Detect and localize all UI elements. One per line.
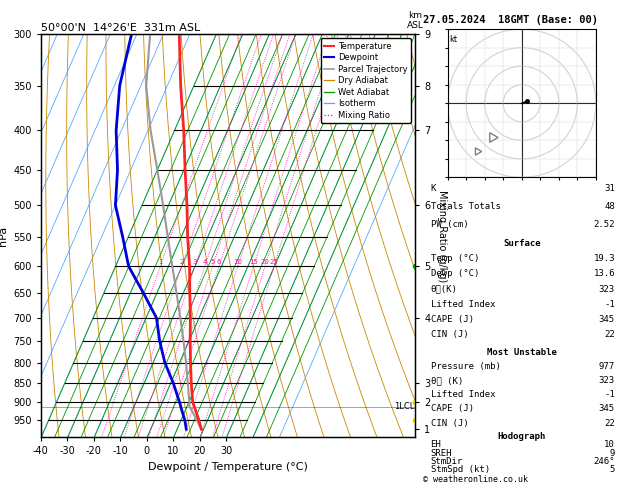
Text: CIN (J): CIN (J) [431,330,468,340]
Text: 27.05.2024  18GMT (Base: 00): 27.05.2024 18GMT (Base: 00) [423,15,598,25]
Text: km
ASL: km ASL [407,11,423,30]
Text: 246°: 246° [593,457,615,466]
Text: Dewp (°C): Dewp (°C) [431,269,479,278]
Text: θᴄ(K): θᴄ(K) [431,285,457,294]
Text: 2.52: 2.52 [593,220,615,229]
Text: 22: 22 [604,418,615,428]
Text: Hodograph: Hodograph [498,432,546,441]
Y-axis label: Mixing Ratio (g/kg): Mixing Ratio (g/kg) [437,190,447,282]
Text: Totals Totals: Totals Totals [431,202,501,211]
Text: 48: 48 [604,202,615,211]
Text: 5: 5 [210,259,214,264]
Y-axis label: hPa: hPa [0,226,8,246]
Text: 977: 977 [599,362,615,371]
Text: 22: 22 [604,330,615,340]
Text: CIN (J): CIN (J) [431,418,468,428]
Text: © weatheronline.co.uk: © weatheronline.co.uk [423,474,528,484]
Text: 6: 6 [217,259,221,264]
Text: θᴄ (K): θᴄ (K) [431,376,463,385]
Text: Surface: Surface [503,239,540,248]
Text: 9: 9 [610,449,615,458]
Text: Lifted Index: Lifted Index [431,300,495,309]
Text: 31: 31 [604,184,615,193]
Text: Temp (°C): Temp (°C) [431,254,479,263]
Text: 5: 5 [610,465,615,474]
X-axis label: Dewpoint / Temperature (°C): Dewpoint / Temperature (°C) [148,462,308,472]
Text: 323: 323 [599,376,615,385]
Text: CAPE (J): CAPE (J) [431,404,474,414]
Text: 10: 10 [604,440,615,450]
Text: SREH: SREH [431,449,452,458]
Text: 50°00'N  14°26'E  331m ASL: 50°00'N 14°26'E 331m ASL [41,23,200,33]
Text: 1LCL: 1LCL [394,402,415,411]
Text: EH: EH [431,440,442,450]
Text: 1: 1 [158,259,162,264]
Text: 345: 345 [599,404,615,414]
Text: K: K [431,184,436,193]
Text: 10: 10 [233,259,242,264]
Text: 345: 345 [599,315,615,324]
Text: 323: 323 [599,285,615,294]
Text: -1: -1 [604,300,615,309]
Text: Most Unstable: Most Unstable [487,347,557,357]
Text: StmSpd (kt): StmSpd (kt) [431,465,490,474]
Text: 19.3: 19.3 [593,254,615,263]
Text: 4: 4 [203,259,207,264]
Legend: Temperature, Dewpoint, Parcel Trajectory, Dry Adiabat, Wet Adiabat, Isotherm, Mi: Temperature, Dewpoint, Parcel Trajectory… [321,38,411,123]
Text: kt: kt [450,35,458,44]
Text: 20: 20 [260,259,269,264]
Text: 15: 15 [249,259,258,264]
Text: 25: 25 [270,259,279,264]
Text: 13.6: 13.6 [593,269,615,278]
Text: Lifted Index: Lifted Index [431,390,495,399]
Text: 3: 3 [192,259,198,264]
Text: PW (cm): PW (cm) [431,220,468,229]
Text: 2: 2 [179,259,184,264]
Text: -1: -1 [604,390,615,399]
Text: StmDir: StmDir [431,457,463,466]
Text: Pressure (mb): Pressure (mb) [431,362,501,371]
Text: CAPE (J): CAPE (J) [431,315,474,324]
